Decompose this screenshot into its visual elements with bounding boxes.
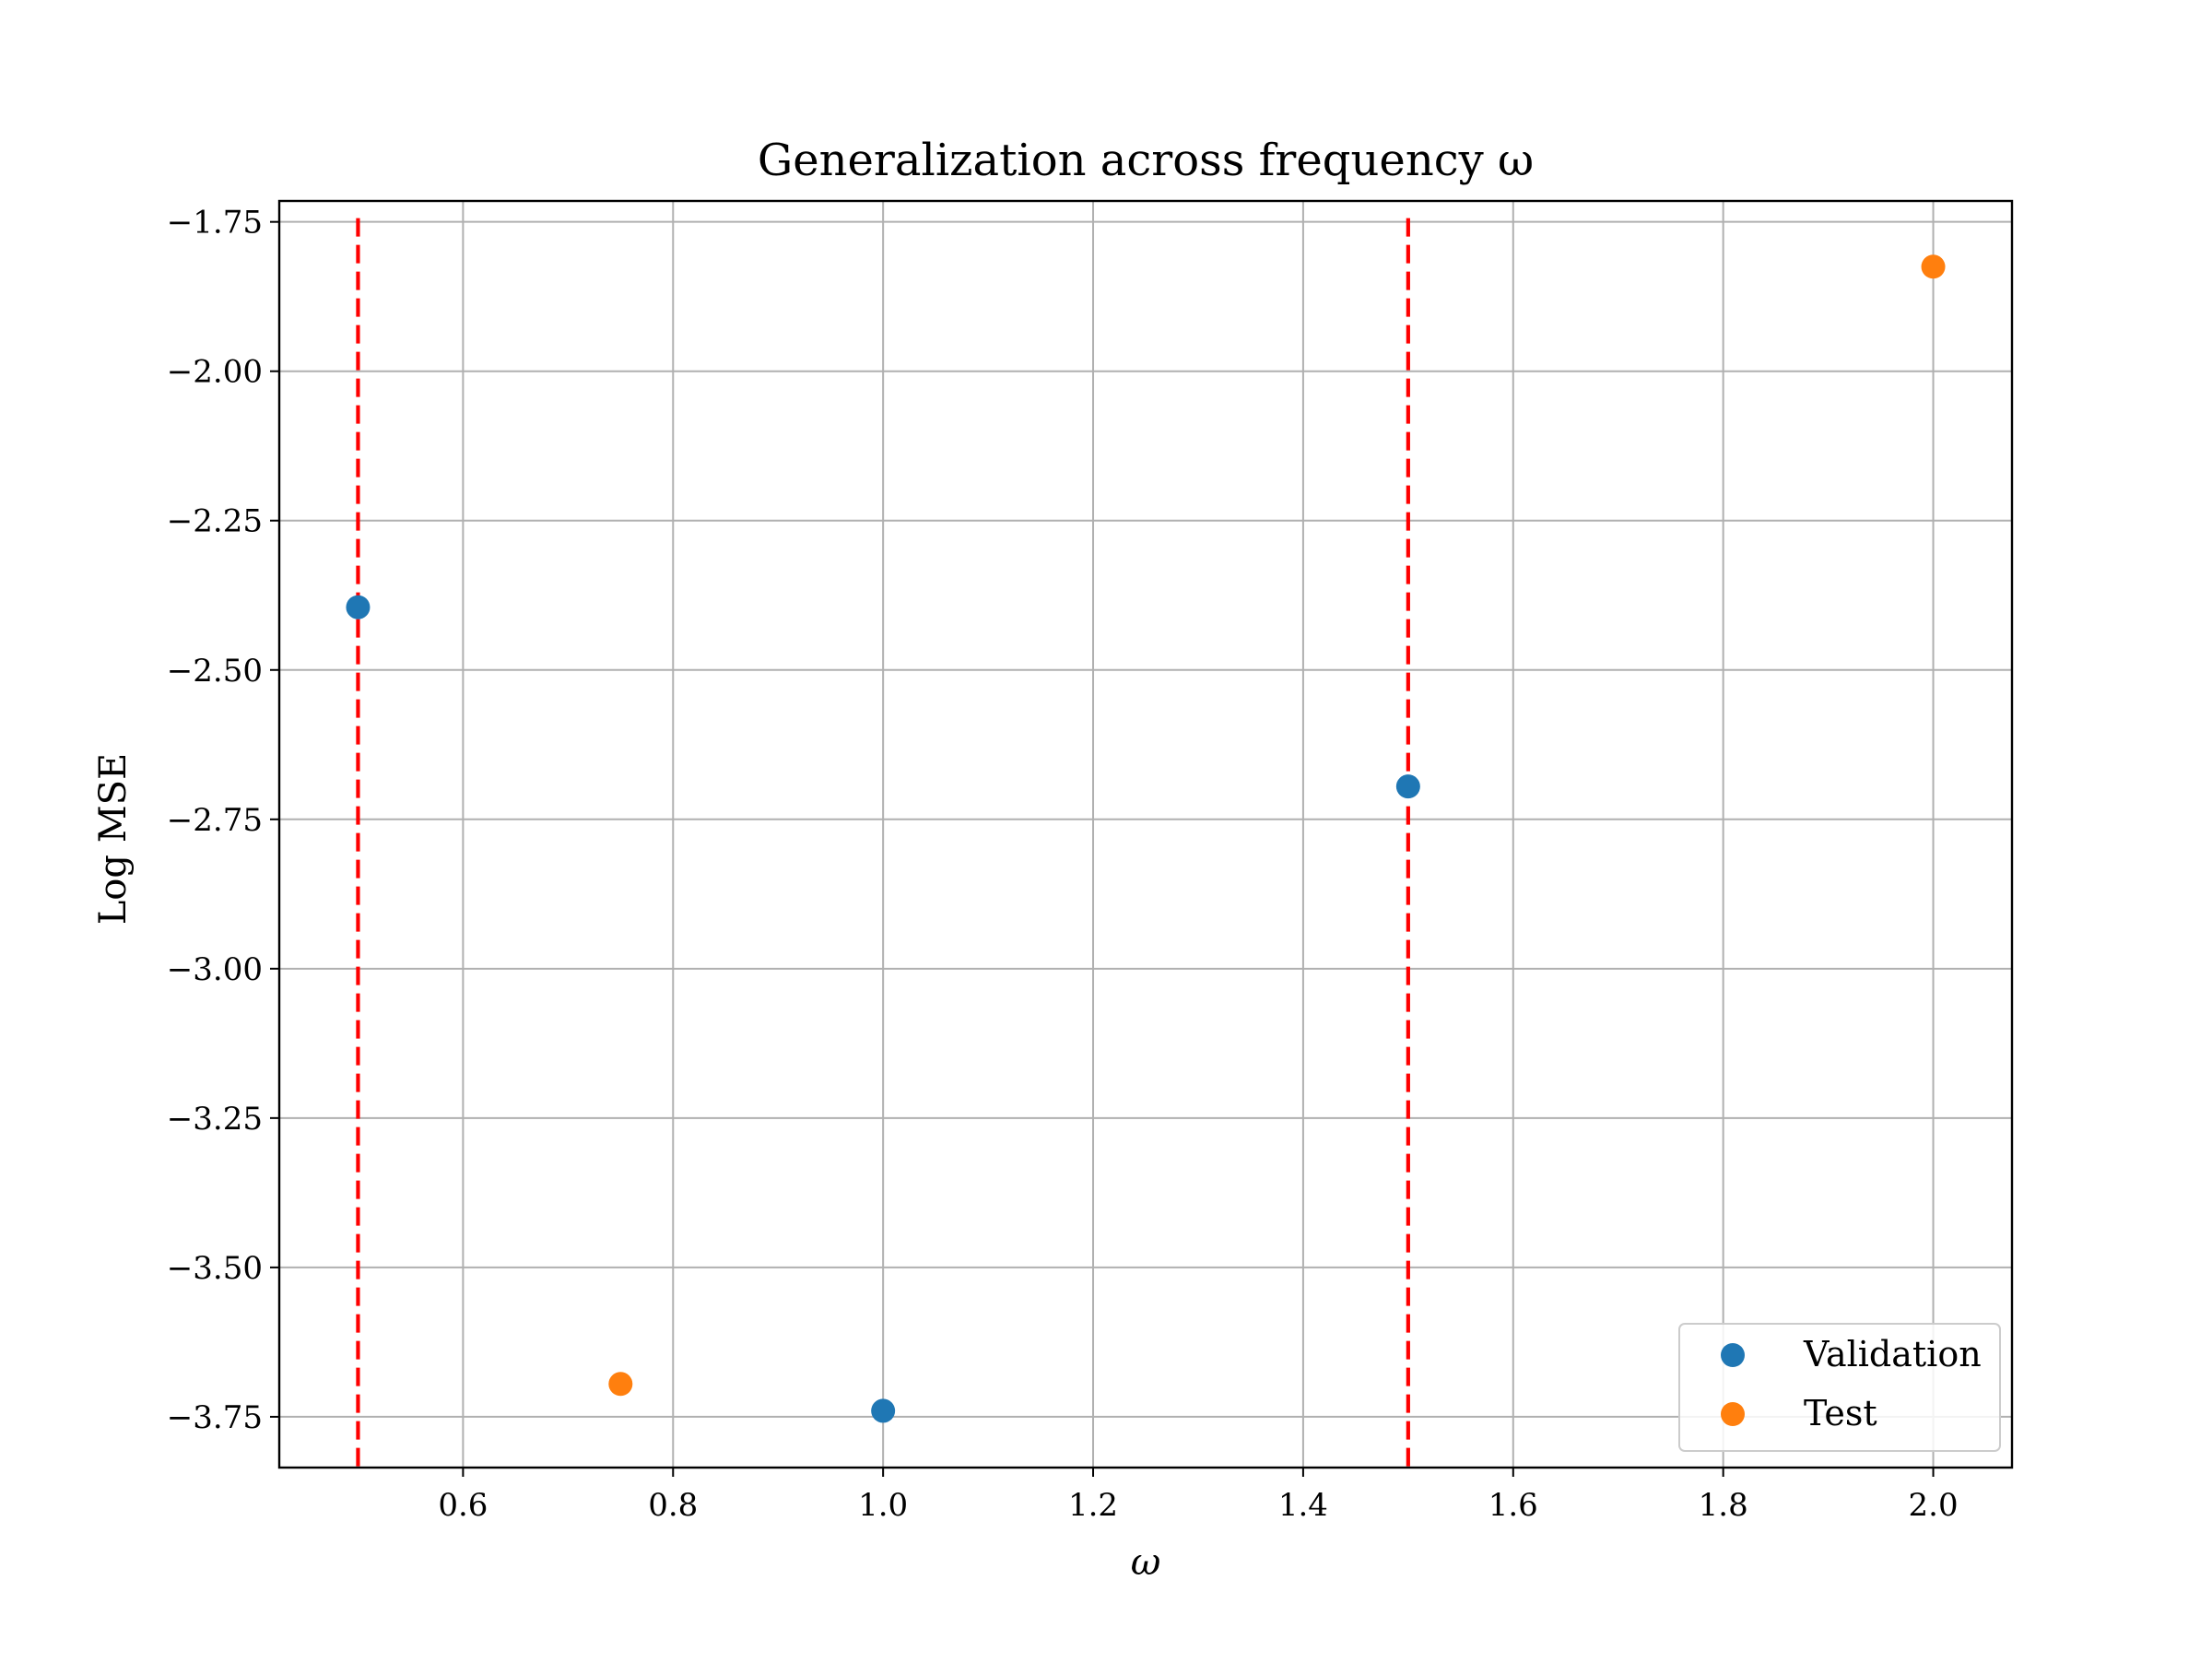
data-point-test <box>1921 254 1946 279</box>
y-tick-label: −2.75 <box>167 802 263 839</box>
data-point-test <box>608 1372 633 1397</box>
y-tick-label: −3.25 <box>167 1101 263 1138</box>
x-axis-label: ω <box>1131 1541 1161 1584</box>
data-points <box>346 254 1946 1423</box>
x-tick-label: 1.8 <box>1699 1487 1748 1524</box>
y-axis-label: Log MSE <box>92 753 135 926</box>
x-axis: 0.6 0.8 1.0 1.2 1.4 1.6 1.8 2.0 <box>438 1468 1959 1524</box>
x-tick-label: 0.8 <box>648 1487 698 1524</box>
reference-lines <box>356 218 1410 1470</box>
x-tick-label: 1.4 <box>1278 1487 1328 1524</box>
y-tick-label: −1.75 <box>167 205 263 242</box>
data-point-validation <box>1395 774 1420 799</box>
x-tick-label: 0.6 <box>438 1487 488 1524</box>
x-tick-label: 1.6 <box>1488 1487 1538 1524</box>
x-tick-label: 1.2 <box>1068 1487 1118 1524</box>
legend-marker-test <box>1721 1402 1745 1426</box>
legend-label-validation: Validation <box>1803 1334 1982 1374</box>
legend: Validation Test <box>1678 1323 2001 1452</box>
y-axis: −1.75 −2.00 −2.25 −2.50 −2.75 −3.00 −3.25 −3.50… <box>167 205 279 1436</box>
y-tick-label: −3.50 <box>167 1250 263 1287</box>
legend-marker-validation <box>1721 1343 1745 1367</box>
grid <box>279 201 2012 1468</box>
x-tick-label: 2.0 <box>1909 1487 1959 1524</box>
y-tick-label: −3.00 <box>167 951 263 988</box>
chart-title: Generalization across frequency ω <box>758 135 1534 186</box>
plot-frame <box>277 199 2014 1469</box>
y-tick-label: −2.50 <box>167 653 263 690</box>
y-tick-label: −2.00 <box>167 354 263 391</box>
legend-box <box>1678 1323 2001 1452</box>
y-tick-label: −2.25 <box>167 503 263 540</box>
y-tick-label: −3.75 <box>167 1399 263 1436</box>
x-tick-label: 1.0 <box>858 1487 908 1524</box>
data-point-validation <box>346 595 371 619</box>
legend-label-test: Test <box>1804 1393 1877 1433</box>
data-point-validation <box>871 1398 896 1423</box>
